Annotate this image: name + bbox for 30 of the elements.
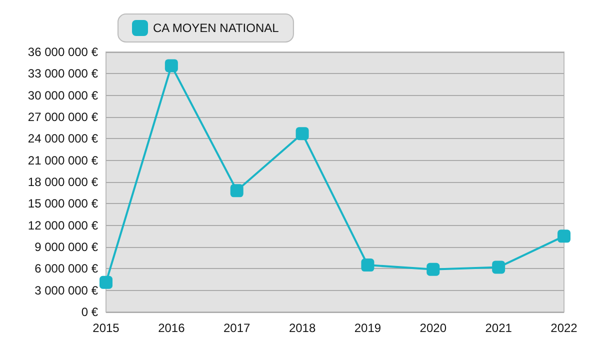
y-tick-label: 27 000 000 € (28, 110, 98, 124)
point (296, 127, 309, 140)
y-tick-label: 18 000 000 € (28, 175, 98, 189)
x-tick-label: 2019 (354, 321, 382, 335)
x-tick-label: 2018 (288, 321, 316, 335)
y-tick-label: 30 000 000 € (28, 88, 98, 102)
y-tick-label: 6 000 000 € (34, 262, 98, 276)
point (361, 258, 374, 272)
y-tick-label: 0 € (81, 305, 98, 319)
x-tick-label: 2022 (550, 321, 578, 335)
x-tick-label: 2020 (420, 321, 447, 335)
y-tick-label: 36 000 000 € (28, 45, 98, 59)
point (230, 184, 244, 198)
y-tick-label: 15 000 000 € (28, 196, 98, 211)
y-tick-label: 3 000 000 € (34, 283, 98, 298)
y-tick-label: 24 000 000 € (28, 132, 98, 146)
y-tick-label: 9 000 000 € (34, 240, 98, 254)
point (164, 59, 178, 72)
x-tick-label: 2021 (485, 321, 512, 335)
point (492, 260, 506, 274)
y-tick-label: 33 000 000 € (28, 66, 98, 81)
point (558, 230, 570, 243)
y-tick-label: 21 000 000 € (28, 153, 98, 168)
y-tick-label: 12 000 000 € (28, 218, 98, 232)
x-tick-label: 2016 (158, 321, 186, 335)
point (426, 262, 440, 276)
x-tick-label: 2017 (224, 321, 251, 335)
point (100, 276, 112, 289)
x-tick-label: 2015 (92, 321, 120, 335)
legend-label: CA MOYEN NATIONAL (153, 21, 280, 35)
